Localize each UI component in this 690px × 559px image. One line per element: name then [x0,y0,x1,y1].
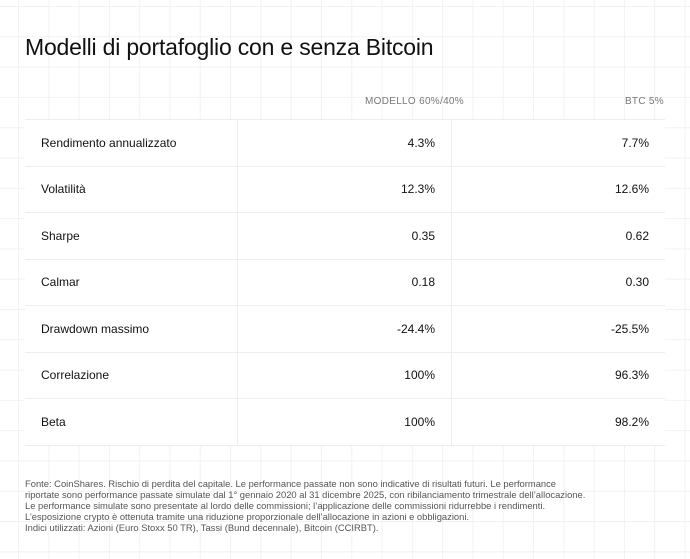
page-title: Modelli di portafoglio con e senza Bitco… [25,34,434,60]
footnote-line: Le performance simulate sono presentate … [25,500,546,511]
btc-value: 96.3% [614,368,649,383]
column-header-btc: BTC 5% [624,96,664,107]
footnote-line: Indici utilizzati: Azioni (Euro Stoxx 50… [25,522,379,533]
table-row: Volatilità 12.3% 12.6% [25,166,665,213]
model-value: 12.3% [238,166,452,212]
table-row: Rendimento annualizzato 4.3% 7.7% [25,120,665,167]
metrics-table: Rendimento annualizzato 4.3% 7.7% Volatili… [25,119,665,446]
model-value: -24.4% [238,306,452,352]
metric-label: Correlazione [25,352,238,398]
btc-value: -25.5% [610,321,649,336]
metric-label: Volatilità [25,166,238,212]
metric-label: Beta [25,399,238,445]
btc-value: 98.2% [614,414,649,429]
table-row: Calmar 0.18 0.30 [25,259,665,306]
model-value: 0.18 [238,259,452,305]
footnote: Fonte: CoinShares. Rischio di perdita de… [25,478,665,533]
metric-label: Calmar [25,259,238,305]
model-value: 0.35 [238,213,452,259]
metric-label: Drawdown massimo [25,306,238,352]
table-row: Correlazione 100% 96.3% [25,352,665,399]
footnote-line: riportate sono performance passate simul… [25,489,586,500]
model-value: 100% [238,352,452,398]
footnote-line: L’esposizione crypto è ottenuta tramite … [25,511,470,522]
column-header-model: MODELLO 60%/40% [365,96,464,107]
footnote-line: Fonte: CoinShares. Rischio di perdita de… [25,478,557,489]
btc-value: 7.7% [621,135,649,150]
btc-value: 12.6% [614,182,649,197]
table-row: Beta 100% 98.2% [25,399,665,446]
table-row: Sharpe 0.35 0.62 [25,213,665,260]
metric-label: Rendimento annualizzato [25,120,238,166]
model-value: 4.3% [238,120,452,166]
table-row: Drawdown massimo -24.4% -25.5% [25,306,665,353]
btc-value: 0.30 [625,275,649,290]
metric-label: Sharpe [25,213,238,259]
model-value: 100% [238,399,452,445]
btc-value: 0.62 [625,228,649,243]
